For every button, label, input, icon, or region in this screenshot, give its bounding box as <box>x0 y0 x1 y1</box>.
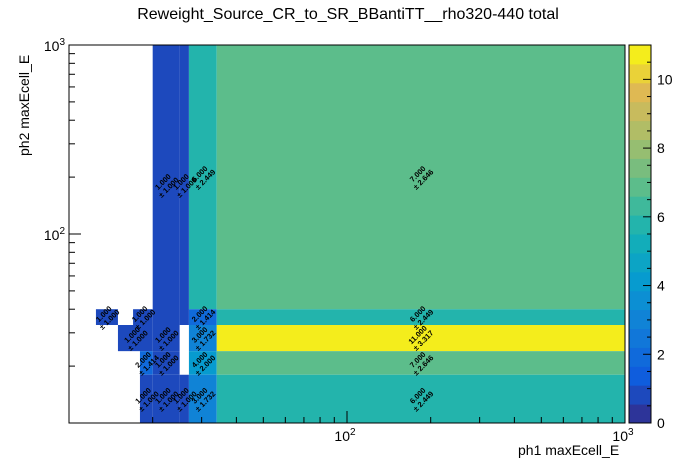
colorbar-band <box>629 252 651 273</box>
colorbar-band <box>629 309 651 329</box>
heatmap-cells <box>95 45 625 423</box>
colorbar-band <box>629 347 651 367</box>
heatmap-cell <box>152 325 180 352</box>
heatmap-cell <box>188 374 217 423</box>
colorbar-tick-label: 2 <box>657 346 665 362</box>
heatmap-cell <box>95 309 118 326</box>
colorbar-band <box>629 328 651 348</box>
colorbar-band <box>629 385 651 405</box>
heatmap-cell <box>133 309 153 326</box>
heatmap-cell <box>216 309 625 326</box>
heatmap-cell <box>188 45 217 310</box>
colorbar-band <box>629 271 651 292</box>
colorbar-band <box>629 404 651 424</box>
colorbar-band <box>629 82 651 103</box>
colorbar: 0 2 4 6 8 10 <box>628 44 673 431</box>
colorbar-tick-label: 4 <box>657 278 665 294</box>
colorbar-tick-label: 8 <box>657 140 665 156</box>
y-axis-label: ph2 maxEcell_E <box>16 54 32 156</box>
colorbar-tick-label: 6 <box>657 209 665 225</box>
y-tick-label: 103 <box>44 37 66 54</box>
colorbar-band <box>629 158 651 178</box>
chart-title: Reweight_Source_CR_to_SR_BBantiTT__rho32… <box>137 6 559 23</box>
heatmap-cell <box>139 351 153 375</box>
x-axis-label: ph1 maxEcell_E <box>518 442 620 458</box>
heatmap-cell <box>179 374 189 423</box>
cell-label: 1.000± 1.000 <box>94 304 121 331</box>
colorbar-band <box>629 101 651 122</box>
heatmap-cell <box>188 351 217 375</box>
heatmap-cell <box>216 374 625 423</box>
colorbar-band <box>629 196 651 216</box>
heatmap-cell <box>152 351 180 375</box>
heatmap-cell <box>216 45 625 310</box>
heatmap-cell <box>152 374 180 423</box>
heatmap-cell <box>179 45 189 326</box>
colorbar-band <box>629 139 651 159</box>
colorbar-tick-label: 0 <box>657 415 665 431</box>
colorbar-band <box>629 45 651 65</box>
colorbar-band <box>629 120 651 140</box>
heatmap-cell <box>152 45 180 326</box>
heatmap-cell <box>216 351 625 375</box>
colorbar-band <box>629 366 651 386</box>
colorbar-band <box>629 215 651 235</box>
heatmap-cell <box>139 374 153 423</box>
x-tick-label: 102 <box>334 427 356 444</box>
colorbar-tick-label: 10 <box>657 71 673 87</box>
colorbar-band <box>629 234 651 254</box>
heatmap-cell <box>117 325 153 352</box>
heatmap-cell <box>188 309 217 326</box>
heatmap-cell <box>216 325 625 352</box>
colorbar-band <box>629 177 651 197</box>
colorbar-band <box>629 63 651 84</box>
colorbar-band <box>629 290 651 311</box>
y-tick-label: 102 <box>44 226 66 243</box>
heatmap-cell <box>188 325 217 352</box>
